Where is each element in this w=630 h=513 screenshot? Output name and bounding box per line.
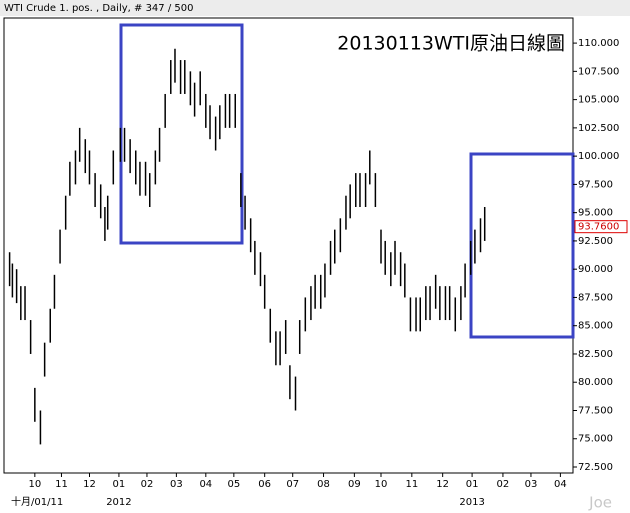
x-tick-label: 04 [554,479,567,490]
x-tick-label: 11 [405,479,418,490]
header-bar [0,0,630,16]
last-price-box [574,220,628,234]
x-tick-label: 10 [375,479,388,490]
y-tick-label: 77.500 [578,405,613,416]
y-tick-label: 87.500 [578,292,613,303]
y-tick-label: 85.000 [578,321,613,332]
y-tick-label: 80.000 [578,377,613,388]
x-period-label: 十月/01/11 [11,495,63,508]
y-tick-label: 105.000 [578,95,619,106]
x-tick-label: 02 [141,479,154,490]
y-tick-label: 90.000 [578,264,613,275]
y-tick-label: 100.000 [578,151,619,162]
y-tick-label: 95.000 [578,208,613,219]
x-tick-label: 09 [348,479,361,490]
plot-frame [3,17,574,474]
watermark: Joe [588,494,612,512]
x-tick-label: 03 [170,479,183,490]
y-tick-label: 92.500 [578,236,613,247]
y-tick-label: 82.500 [578,349,613,360]
y-tick-label: 97.500 [578,179,613,190]
x-tick-label: 05 [227,479,240,490]
header: WTI Crude 1. pos. , Daily, # 347 / 500 [4,3,193,14]
x-tick-label: 01 [113,479,126,490]
y-tick-label: 110.000 [578,38,619,49]
x-tick-label: 11 [55,479,68,490]
x-tick-label: 06 [258,479,271,490]
x-tick-label: 04 [199,479,212,490]
last-price-label: 93.7600 [578,222,619,233]
x-tick-label: 12 [436,479,449,490]
y-tick-label: 107.500 [578,66,619,77]
x-tick-label: 02 [497,479,510,490]
x-tick-label: 08 [317,479,330,490]
y-tick-label: 102.500 [578,123,619,134]
y-tick-label: 72.500 [578,462,613,473]
x-tick-label: 12 [83,479,96,490]
x-tick-label: 10 [28,479,41,490]
x-tick-label: 03 [525,479,538,490]
x-period-label: 2013 [459,497,484,508]
x-period-label: 2012 [106,497,131,508]
chart-title: 20130113WTI原油日線圖 [337,33,565,55]
x-tick-label: 01 [466,479,479,490]
x-tick-label: 07 [286,479,299,490]
y-tick-label: 75.000 [578,434,613,445]
